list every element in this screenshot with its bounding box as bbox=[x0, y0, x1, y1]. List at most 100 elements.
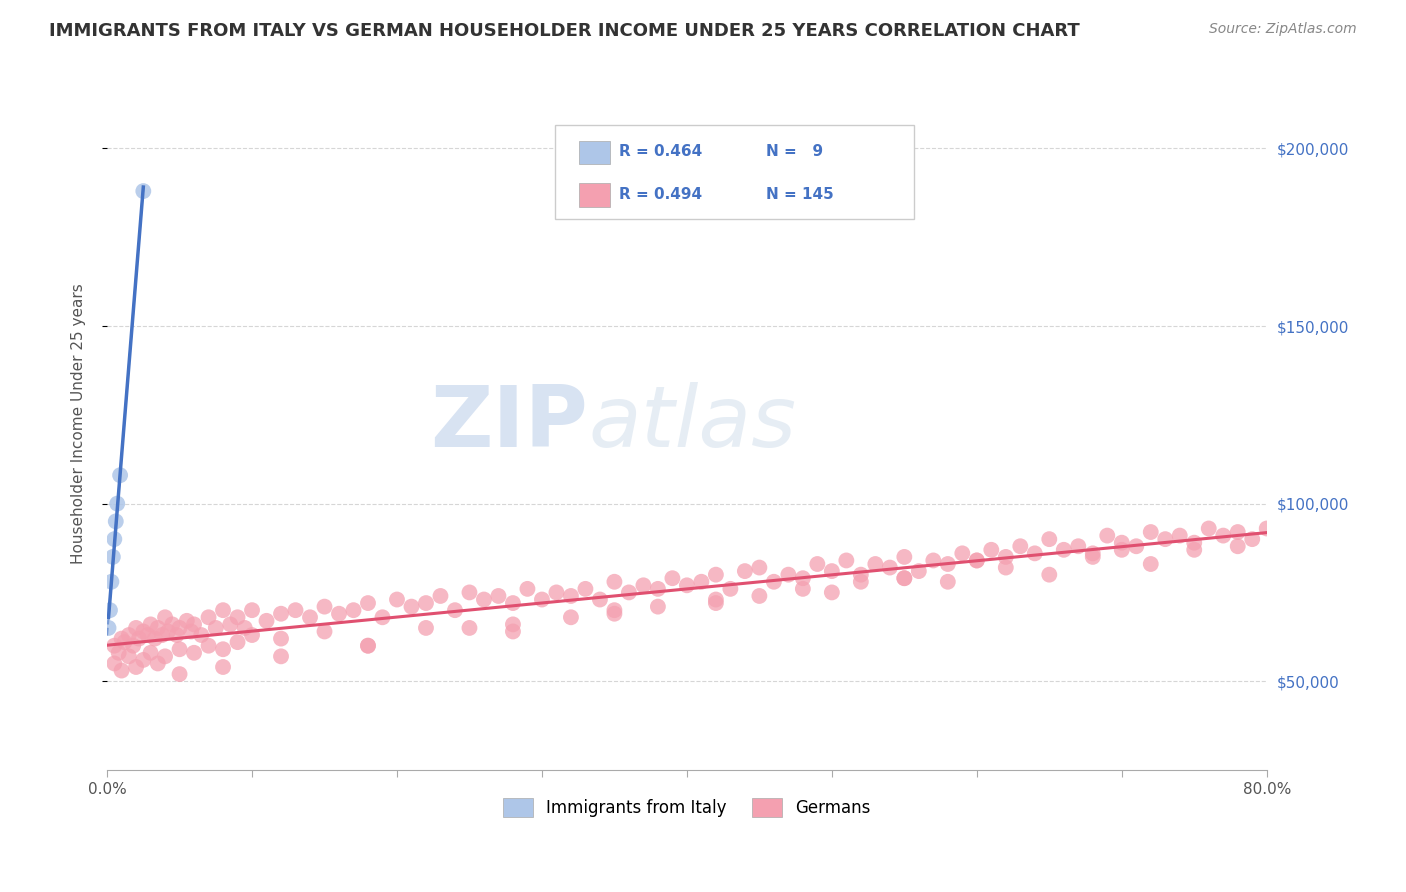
Point bbox=[1168, 528, 1191, 542]
Point bbox=[1212, 528, 1234, 542]
Point bbox=[994, 560, 1017, 574]
Point bbox=[180, 624, 202, 639]
Point bbox=[994, 549, 1017, 564]
Point bbox=[240, 628, 263, 642]
Point bbox=[169, 667, 191, 681]
Point bbox=[132, 184, 155, 198]
Point bbox=[169, 642, 191, 657]
Point bbox=[647, 599, 669, 614]
Point bbox=[328, 607, 350, 621]
Point bbox=[212, 603, 235, 617]
Text: atlas: atlas bbox=[588, 382, 796, 466]
Point bbox=[603, 603, 626, 617]
Point bbox=[270, 607, 292, 621]
Point bbox=[136, 628, 159, 642]
Point bbox=[153, 649, 176, 664]
Point bbox=[240, 603, 263, 617]
Point bbox=[212, 642, 235, 657]
Point bbox=[704, 596, 727, 610]
Point bbox=[1226, 539, 1249, 553]
Point bbox=[936, 574, 959, 589]
Point bbox=[835, 553, 858, 567]
Point bbox=[143, 632, 166, 646]
Point bbox=[792, 571, 814, 585]
Point bbox=[162, 617, 184, 632]
Point bbox=[849, 567, 872, 582]
Point bbox=[908, 564, 931, 578]
Point bbox=[103, 657, 125, 671]
Point bbox=[415, 621, 437, 635]
Point bbox=[502, 596, 524, 610]
Point bbox=[270, 649, 292, 664]
Point bbox=[371, 610, 394, 624]
Text: N =   9: N = 9 bbox=[766, 145, 824, 160]
Point bbox=[748, 589, 770, 603]
Point bbox=[132, 653, 155, 667]
Point bbox=[718, 582, 741, 596]
Point bbox=[560, 610, 582, 624]
Point bbox=[146, 621, 169, 635]
Point bbox=[226, 635, 249, 649]
Point bbox=[197, 639, 219, 653]
Point bbox=[357, 596, 380, 610]
Text: IMMIGRANTS FROM ITALY VS GERMAN HOUSEHOLDER INCOME UNDER 25 YEARS CORRELATION CH: IMMIGRANTS FROM ITALY VS GERMAN HOUSEHOL… bbox=[49, 22, 1080, 40]
Point bbox=[107, 646, 129, 660]
Point bbox=[105, 497, 128, 511]
Point bbox=[488, 589, 510, 603]
Point bbox=[821, 585, 844, 599]
Point bbox=[748, 560, 770, 574]
Point bbox=[212, 660, 235, 674]
Point bbox=[458, 621, 481, 635]
Point bbox=[1053, 542, 1076, 557]
Point bbox=[603, 607, 626, 621]
Text: R = 0.494: R = 0.494 bbox=[619, 186, 702, 202]
Point bbox=[415, 596, 437, 610]
Point bbox=[704, 592, 727, 607]
Point bbox=[103, 532, 125, 546]
Point bbox=[197, 610, 219, 624]
Point bbox=[603, 574, 626, 589]
Point bbox=[429, 589, 451, 603]
Point bbox=[101, 549, 124, 564]
Point bbox=[1081, 549, 1104, 564]
Point bbox=[139, 646, 162, 660]
Text: N = 145: N = 145 bbox=[766, 186, 834, 202]
Point bbox=[1081, 546, 1104, 560]
Point bbox=[617, 585, 640, 599]
Point bbox=[893, 549, 915, 564]
Point bbox=[893, 571, 915, 585]
Point bbox=[690, 574, 713, 589]
Point bbox=[156, 624, 179, 639]
Point bbox=[516, 582, 538, 596]
Point bbox=[1139, 524, 1161, 539]
Point bbox=[357, 639, 380, 653]
Point bbox=[219, 617, 242, 632]
Point bbox=[125, 660, 148, 674]
Point bbox=[893, 571, 915, 585]
Point bbox=[589, 592, 612, 607]
Point bbox=[546, 585, 568, 599]
Point bbox=[176, 614, 198, 628]
Point bbox=[1182, 542, 1205, 557]
Point bbox=[139, 617, 162, 632]
Point bbox=[444, 603, 467, 617]
Point bbox=[190, 628, 212, 642]
Text: Source: ZipAtlas.com: Source: ZipAtlas.com bbox=[1209, 22, 1357, 37]
Point bbox=[633, 578, 655, 592]
Point bbox=[114, 635, 136, 649]
Point bbox=[1182, 535, 1205, 549]
Point bbox=[132, 624, 155, 639]
Point bbox=[122, 639, 145, 653]
Point bbox=[401, 599, 423, 614]
Point bbox=[385, 592, 408, 607]
Point bbox=[647, 582, 669, 596]
Point bbox=[734, 564, 756, 578]
Point bbox=[108, 468, 131, 483]
Point bbox=[110, 664, 132, 678]
Point bbox=[458, 585, 481, 599]
Point bbox=[128, 632, 150, 646]
Point bbox=[530, 592, 553, 607]
Point bbox=[472, 592, 495, 607]
Point bbox=[110, 632, 132, 646]
Point bbox=[849, 574, 872, 589]
